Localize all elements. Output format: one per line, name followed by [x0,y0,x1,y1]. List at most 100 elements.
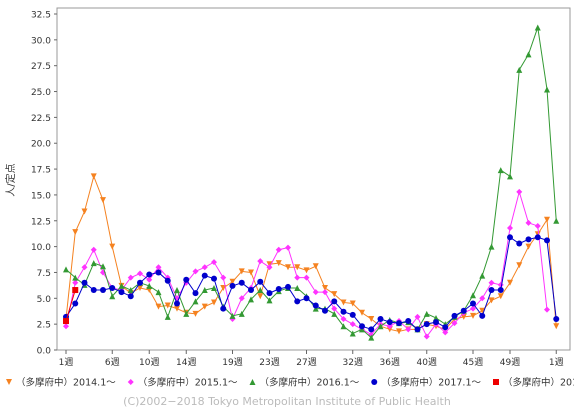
marker [507,279,513,286]
series-line [65,289,76,322]
marker [118,282,125,289]
marker [516,262,523,269]
marker [368,315,375,322]
marker [544,306,550,313]
marker [127,287,134,294]
marker [359,323,365,330]
marker [248,296,254,303]
legend-label: （多摩府中）2014.1～ [16,377,116,389]
legend-label: （多摩府中）2017.1～ [381,377,481,389]
marker [201,272,208,279]
y-tick-label: 25.0 [31,88,51,98]
marker [109,243,116,250]
footer: (C)2002−2018 Tokyo Metropolitan Institut… [123,395,451,408]
marker [238,268,245,275]
marker [192,298,199,305]
plot-area [56,7,571,351]
marker [423,310,430,317]
marker [146,271,153,278]
marker [192,290,199,297]
marker [100,287,106,294]
marker [331,310,338,317]
marker [201,303,208,310]
legend-marker [371,379,378,385]
marker [201,264,208,271]
marker [331,298,338,305]
marker [238,279,245,286]
marker [460,313,467,320]
marker [405,326,412,333]
marker [368,334,375,341]
marker [238,310,245,317]
marker [257,293,264,300]
marker [109,293,116,300]
marker [553,217,560,224]
x-tick-label: 40週 [417,357,437,368]
marker [303,274,310,281]
y-tick-label: 17.5 [31,166,51,176]
marker [488,287,495,294]
marker [72,279,79,286]
marker [414,326,421,333]
marker [442,329,449,336]
marker [81,264,88,271]
legend-label: （多摩府中）2016.1～ [260,377,360,389]
x-tick-label: 19週 [222,357,242,368]
marker [294,274,301,281]
x-tick-label: 27週 [296,357,316,368]
marker [164,313,171,320]
marker [386,326,393,333]
marker [211,275,217,282]
x-tick-label: 45週 [463,357,483,368]
marker [229,312,236,319]
marker [479,312,486,319]
marker [553,323,560,330]
marker [211,259,217,266]
marker [386,323,393,330]
marker [368,326,375,333]
marker [63,318,69,325]
marker [266,290,273,297]
marker [312,302,319,309]
marker [118,289,125,296]
marker [127,293,134,300]
marker [164,277,171,284]
marker [488,297,495,304]
marker [525,243,532,250]
marker [266,264,273,271]
marker [100,263,106,270]
marker [303,267,310,274]
y-tick-label: 10.0 [31,243,51,253]
x-tick-label: 10週 [139,357,159,368]
marker [516,66,523,73]
marker [377,315,384,322]
marker [423,321,430,328]
x-tick-label: 6週 [105,357,120,368]
marker [516,188,523,195]
marker [127,274,134,281]
marker [322,284,328,291]
marker [303,295,310,302]
legend-label: （多摩府中）2015.1～ [138,377,238,389]
marker [534,231,541,238]
marker [72,229,79,236]
y-tick-label: 30.0 [31,36,51,46]
y-axis-label: 人/定点 [4,163,17,196]
marker [525,236,532,243]
marker [340,323,347,330]
marker [322,307,328,314]
y-tick-label: 7.5 [37,269,51,279]
marker [146,276,153,283]
marker [285,244,291,251]
legend-label: （多摩府中）2018.1～ [503,377,574,389]
y-tick-label: 0.0 [37,347,52,357]
marker [544,216,550,223]
marker [386,319,393,326]
marker [248,287,254,294]
marker [155,303,162,310]
x-tick-label: 49週 [500,357,520,368]
legend-marker [6,379,12,385]
marker [349,321,356,328]
x-tick-label: 36週 [380,357,400,368]
y-tick-label: 5.0 [37,295,52,305]
